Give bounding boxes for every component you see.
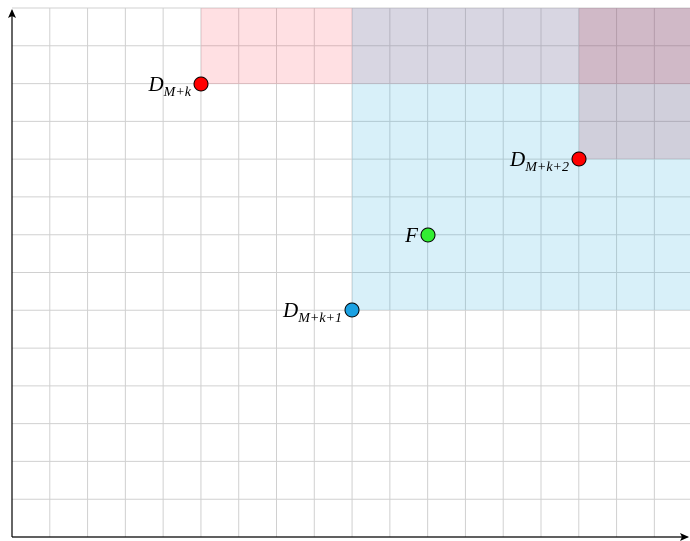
region-dk [201, 8, 690, 84]
region-dk2 [579, 8, 690, 159]
grid [12, 7, 690, 537]
point [344, 302, 360, 318]
label-sub: M+k+1 [297, 311, 342, 326]
point [420, 227, 436, 243]
point [571, 151, 587, 167]
label-sub: M+k+2 [524, 160, 569, 175]
label-sub: M+k [163, 85, 192, 100]
label-base: D [509, 147, 525, 171]
label-base: D [148, 72, 164, 96]
label-base: F [404, 223, 418, 247]
point-label: DM+k+2 [509, 147, 569, 175]
point-label: DM+k [148, 72, 192, 100]
point-label: F [404, 223, 418, 247]
point-label: DM+k+1 [282, 298, 342, 326]
point [193, 76, 209, 92]
label-base: D [282, 298, 298, 322]
region-dk1 [352, 8, 690, 310]
